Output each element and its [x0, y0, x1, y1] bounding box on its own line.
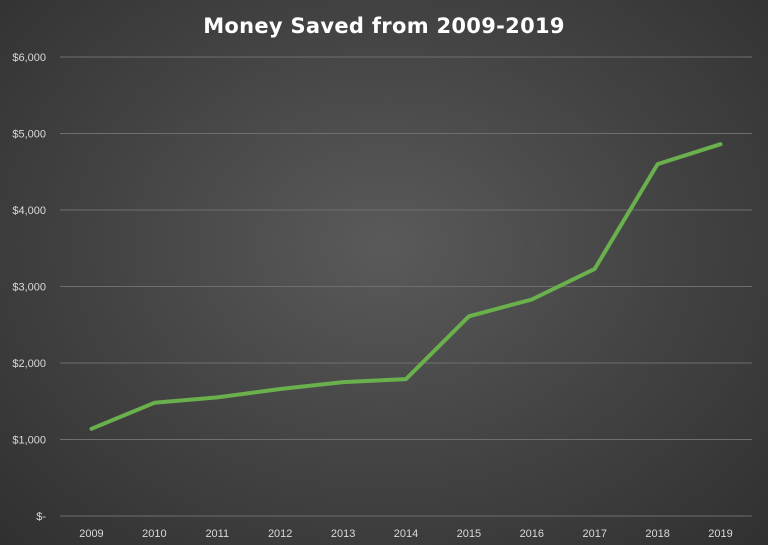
x-tick-label: 2016 [520, 528, 544, 540]
x-tick-label: 2014 [394, 528, 418, 540]
x-tick-label: 2012 [268, 528, 292, 540]
y-tick-label: $- [36, 511, 46, 523]
series-layer [89, 142, 723, 431]
x-axis-ticks: 2009 2010 2011 2012 2013 2014 2015 2016 2017 2018… [79, 528, 733, 540]
y-tick-label: $1,000 [12, 435, 46, 447]
series-line [89, 142, 723, 431]
y-axis-ticks: $- $1,000 $2,000 $3,000 $4,000 $5,000 $6,000 [12, 52, 46, 523]
y-tick-label: $3,000 [12, 282, 46, 294]
x-tick-label: 2011 [205, 528, 229, 540]
x-tick-label: 2010 [142, 528, 166, 540]
x-tick-label: 2019 [708, 528, 732, 540]
y-tick-label: $4,000 [12, 205, 46, 217]
x-tick-label: 2009 [79, 528, 103, 540]
x-tick-label: 2017 [582, 528, 606, 540]
chart-title: Money Saved from 2009-2019 [203, 14, 565, 38]
gridlines [60, 56, 752, 517]
x-tick-label: 2018 [645, 528, 669, 540]
y-tick-label: $6,000 [12, 52, 46, 64]
y-tick-label: $2,000 [12, 358, 46, 370]
x-tick-label: 2015 [457, 528, 481, 540]
y-tick-label: $5,000 [12, 129, 46, 141]
x-tick-label: 2013 [331, 528, 355, 540]
